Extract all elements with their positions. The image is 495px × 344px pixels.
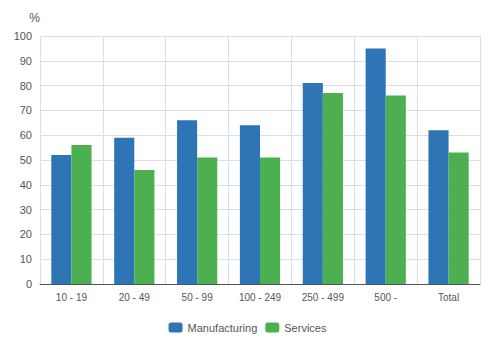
svg-text:50 - 99: 50 - 99 [182, 292, 214, 303]
svg-text:30: 30 [20, 204, 32, 216]
svg-text:Manufacturing: Manufacturing [188, 322, 258, 334]
svg-text:500 -: 500 - [374, 292, 397, 303]
svg-text:20 - 49: 20 - 49 [119, 292, 151, 303]
svg-text:Services: Services [284, 322, 327, 334]
svg-text:10: 10 [20, 253, 32, 265]
svg-text:40: 40 [20, 179, 32, 191]
svg-text:%: % [29, 11, 40, 25]
svg-text:100 - 249: 100 - 249 [239, 292, 282, 303]
svg-text:0: 0 [26, 278, 32, 290]
svg-text:90: 90 [20, 55, 32, 67]
svg-text:250 - 499: 250 - 499 [302, 292, 345, 303]
svg-text:100: 100 [14, 30, 32, 42]
svg-text:20: 20 [20, 228, 32, 240]
svg-text:70: 70 [20, 104, 32, 116]
svg-text:10 - 19: 10 - 19 [56, 292, 88, 303]
svg-text:60: 60 [20, 129, 32, 141]
svg-text:Total: Total [438, 292, 459, 303]
svg-text:80: 80 [20, 80, 32, 92]
svg-text:50: 50 [20, 154, 32, 166]
